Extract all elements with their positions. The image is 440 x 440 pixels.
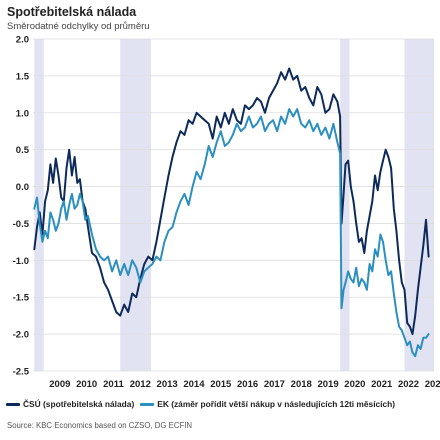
y-tick-label: -1.0 [13,256,29,267]
y-tick-label: 2.0 [16,35,29,46]
x-tick-label: 2015 [210,379,232,390]
y-tick-label: -1.5 [13,293,30,304]
highlight-band-3 [404,39,434,371]
legend: ČSÚ (spotřebitelská nálada) EK (záměr po… [6,399,438,409]
legend-item-ek: EK (záměr pořídit větší nákup v následuj… [140,399,395,409]
legend-label-ek: EK (záměr pořídit větší nákup v následuj… [157,399,396,409]
x-tick-label: 2010 [76,379,97,390]
series-line-0 [33,67,430,336]
y-axis-ticks: 2.0 1.5 1.0 0.5 0.0 -0.5 -1.0 -1.5 -2.0 -2.5 [13,35,30,378]
x-tick-label: 2016 [237,379,258,390]
grid-lines [33,38,434,372]
legend-swatch-ek [140,402,155,406]
x-tick-label: 2023 [425,379,440,390]
highlight-band-1 [120,39,152,371]
y-tick-label: 1.5 [16,71,30,82]
y-tick-label: -2.0 [13,330,29,341]
highlight-bands [34,39,434,371]
source-note: Source: KBC Economics based on CZSO, DG … [7,421,193,430]
x-tick-label: 2018 [291,379,312,390]
legend-swatch-csu [6,402,20,406]
y-tick-label: 0.0 [16,182,29,193]
chart-subtitle: Směrodatné odchylky od průměru [7,21,150,32]
x-tick-label: 2021 [371,379,393,390]
highlight-band-0 [34,39,44,371]
x-axis-ticks: 2009 2010 2011 2012 2013 2014 2015 2016 2017 2018… [49,379,440,390]
x-tick-label: 2011 [103,379,124,390]
x-tick-label: 2020 [344,379,365,390]
y-tick-label: 1.0 [16,108,29,119]
x-tick-label: 2019 [317,379,338,390]
chart-title: Spotřebitelská nálada [7,5,137,19]
series-lines [33,67,430,358]
x-tick-label: 2013 [157,379,178,390]
legend-item-csu: ČSÚ (spotřebitelská nálada) [6,399,134,409]
x-tick-label: 2017 [264,379,285,390]
y-tick-label: -2.5 [13,367,30,378]
legend-label-csu: ČSÚ (spotřebitelská nálada) [23,399,135,409]
x-tick-label: 2009 [49,379,70,390]
highlight-band-2 [340,39,350,371]
x-tick-label: 2022 [398,379,419,390]
y-tick-label: -0.5 [13,219,30,230]
x-tick-label: 2012 [130,379,151,390]
x-tick-label: 2014 [183,379,205,390]
y-tick-label: 0.5 [16,145,30,156]
series-line-1 [33,108,430,358]
